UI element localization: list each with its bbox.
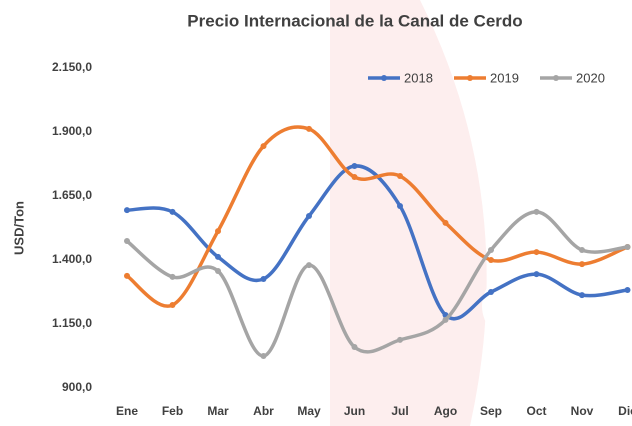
marker	[624, 286, 631, 293]
marker	[397, 202, 403, 209]
marker	[306, 262, 312, 269]
marker	[397, 336, 403, 343]
y-tick-label: 1.400,0	[52, 252, 92, 266]
watermark-hole	[482, 270, 554, 342]
marker	[533, 249, 540, 256]
marker	[260, 353, 267, 359]
marker	[169, 302, 176, 309]
y-tick-label: 1.650,0	[52, 188, 92, 202]
marker	[260, 143, 267, 150]
chart-title: Precio Internacional de la Canal de Cerd…	[187, 11, 522, 30]
legend-marker	[467, 75, 473, 81]
marker	[124, 272, 130, 279]
x-tick-label: Feb	[162, 404, 183, 418]
legend-marker	[553, 75, 559, 81]
x-tick-label: May	[297, 404, 321, 418]
marker	[215, 268, 221, 275]
marker	[169, 208, 176, 215]
y-tick-label: 900,0	[62, 380, 92, 394]
marker	[124, 238, 130, 245]
x-tick-label: Ene	[116, 404, 138, 418]
marker	[624, 243, 631, 250]
x-tick-label: Oct	[526, 404, 546, 418]
x-tick-label: Dic	[618, 404, 632, 418]
legend-label: 2019	[490, 70, 519, 85]
marker	[533, 271, 540, 278]
x-tick-label: Jun	[344, 404, 365, 418]
marker	[351, 163, 358, 170]
marker	[124, 207, 130, 214]
marker	[442, 219, 449, 226]
marker	[442, 316, 449, 323]
legend-label: 2018	[404, 70, 433, 85]
watermark	[330, 0, 487, 426]
y-tick-label: 1.900,0	[52, 124, 92, 138]
marker	[351, 174, 358, 181]
marker	[533, 208, 540, 215]
marker	[215, 228, 221, 235]
marker	[397, 173, 403, 180]
x-tick-label: Sep	[480, 404, 502, 418]
x-tick-label: Jul	[391, 404, 408, 418]
marker	[306, 212, 312, 219]
x-tick-label: Ago	[434, 404, 457, 418]
marker	[260, 275, 267, 282]
x-tick-label: Nov	[571, 404, 594, 418]
marker	[488, 247, 494, 254]
y-tick-label: 1.150,0	[52, 316, 92, 330]
legend-marker	[381, 75, 387, 81]
legend-label: 2020	[576, 70, 605, 85]
y-axis-title: USD/Ton	[11, 201, 26, 255]
marker	[306, 125, 312, 132]
x-tick-label: Abr	[253, 404, 274, 418]
marker	[488, 257, 494, 263]
marker	[579, 261, 585, 268]
y-tick-label: 2.150,0	[52, 60, 92, 74]
marker	[215, 253, 221, 260]
x-tick-label: Mar	[207, 404, 229, 418]
marker	[488, 289, 494, 295]
marker	[351, 344, 358, 351]
marker	[169, 273, 176, 280]
marker	[579, 247, 585, 254]
marker	[579, 292, 585, 299]
